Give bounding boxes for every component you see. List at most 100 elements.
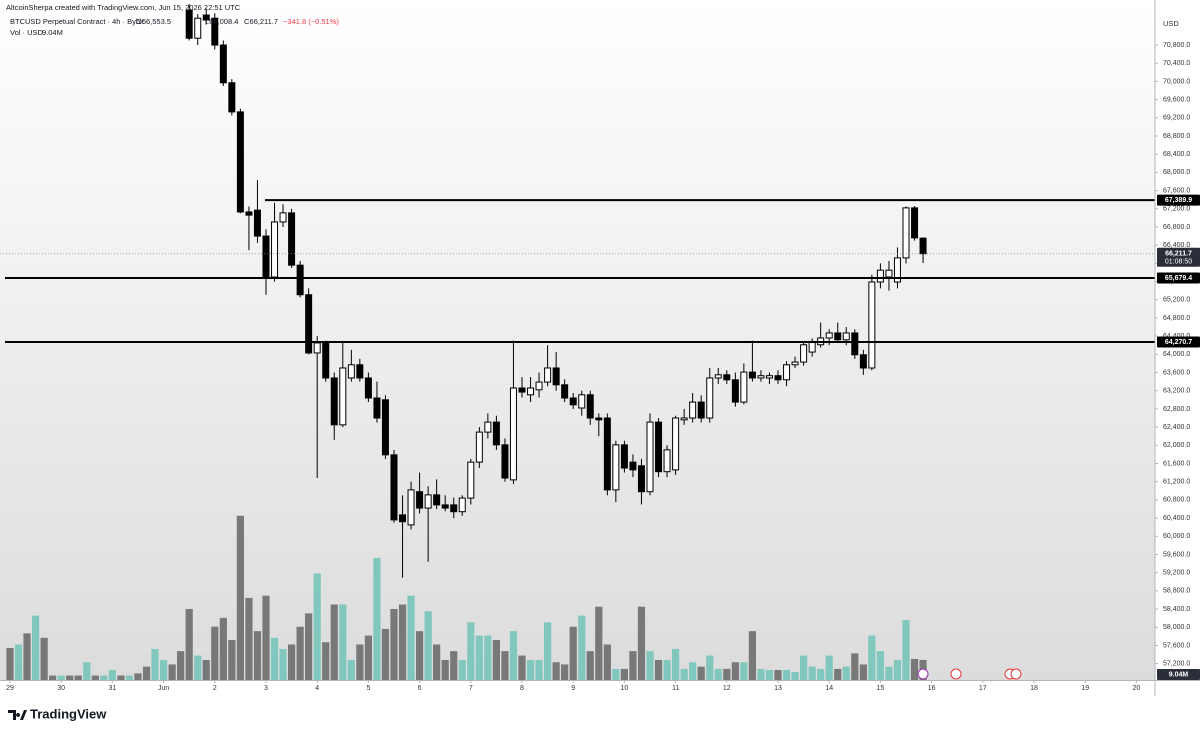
- volume-bar: [492, 640, 500, 680]
- y-tick-label: 68,400.0: [1163, 151, 1190, 158]
- candle-body: [185, 9, 193, 39]
- candle-body: [569, 397, 577, 406]
- last-price-box: [1157, 247, 1200, 267]
- y-tick-label: 58,800.0: [1163, 588, 1190, 595]
- y-tick-label: 60,800.0: [1163, 497, 1190, 504]
- candle-body: [322, 342, 330, 379]
- candle-body: [825, 332, 833, 339]
- volume-bar: [475, 635, 483, 680]
- candle-body: [646, 421, 654, 493]
- candle-body: [902, 207, 910, 259]
- volume-bar: [689, 662, 697, 680]
- volume-bar: [654, 660, 663, 680]
- candle-body: [603, 417, 611, 491]
- x-tick-label: 29: [6, 685, 14, 692]
- candle-body: [629, 461, 637, 471]
- volume-bar: [834, 668, 842, 680]
- volume-bar: [672, 648, 680, 680]
- candle-body: [552, 367, 560, 386]
- volume-bar: [270, 637, 279, 680]
- volume-bar: [595, 606, 603, 680]
- x-tick-label: 20: [1133, 685, 1141, 692]
- candle-body: [509, 387, 517, 481]
- brand: TradingView: [8, 706, 107, 721]
- y-tick-label: 62,800.0: [1163, 406, 1190, 413]
- ohlc-change: −341.8 (−0.51%): [283, 17, 339, 26]
- candle-body: [407, 489, 415, 526]
- volume-bar: [168, 664, 176, 680]
- y-tick-label: 64,800.0: [1163, 315, 1190, 322]
- candle-body: [723, 374, 731, 381]
- candle-body: [416, 491, 424, 509]
- x-tick-label: 11: [672, 685, 679, 692]
- volume-bar: [287, 644, 296, 680]
- volume-bar: [723, 668, 731, 680]
- candle-body: [783, 364, 791, 381]
- volume-bar: [501, 651, 509, 680]
- event-icon: [950, 668, 962, 680]
- volume-bar: [535, 660, 543, 680]
- overlay-layer: 57,200.0 57,600.0 58,000.0 58,400.0 58,800.0…: [0, 42, 1200, 692]
- volume-bar: [373, 557, 381, 680]
- volume-bar: [808, 666, 816, 680]
- candle-body: [228, 82, 236, 113]
- volume-layer: [6, 515, 927, 680]
- y-tick-label: 63,600.0: [1163, 369, 1190, 376]
- volume-bar: [620, 668, 629, 680]
- x-tick-label: 8: [520, 685, 524, 692]
- volume-bar: [236, 515, 244, 680]
- candle-body: [834, 332, 842, 341]
- volume-bar: [296, 626, 304, 680]
- candle-body: [620, 444, 628, 469]
- symbol: BTCUSD Perpetual Contract · 4h · Bybit: [10, 17, 145, 26]
- volume-bar: [680, 668, 688, 680]
- x-tick-label: 9: [571, 685, 575, 692]
- candle-body: [399, 514, 407, 523]
- volume-bar: [339, 604, 347, 680]
- candle-body: [740, 371, 748, 403]
- volume-bar: [49, 675, 57, 680]
- y-tick-label: 62,400.0: [1163, 424, 1190, 431]
- volume-bar: [83, 662, 91, 680]
- x-tick-label: 12: [723, 685, 731, 692]
- candle-body: [672, 417, 680, 471]
- y-tick-label: 69,600.0: [1163, 96, 1190, 103]
- volume-bar: [800, 655, 808, 680]
- volume-bar: [526, 660, 535, 680]
- candle-body: [339, 367, 347, 426]
- volume-bar: [646, 651, 654, 680]
- candle-body: [390, 454, 398, 521]
- candle-body: [330, 377, 338, 426]
- footer-background: [0, 696, 1200, 731]
- volume-label-box: [1157, 669, 1200, 680]
- volume-bar: [663, 660, 671, 680]
- volume-bar: [177, 651, 185, 680]
- legend: BTCUSD Perpetual Contract · 4h · Bybit O…: [10, 17, 339, 37]
- volume-bar: [757, 668, 765, 680]
- volume-bar: [706, 655, 714, 680]
- candle-body: [381, 399, 389, 456]
- volume-bar: [381, 628, 390, 680]
- candle-body: [527, 387, 535, 396]
- ohlc-close: C66,211.7: [244, 17, 278, 26]
- volume-bar: [253, 631, 262, 680]
- brand-name: TradingView: [30, 706, 107, 721]
- volume-bar: [6, 648, 14, 680]
- event-icon: [1010, 668, 1022, 680]
- volume-bar: [347, 660, 355, 680]
- volume-bar: [458, 660, 466, 680]
- x-tick-label: 5: [366, 685, 370, 692]
- candle-body: [202, 14, 210, 21]
- volume-bar: [876, 651, 885, 680]
- volume-bar: [569, 626, 577, 680]
- brand-logo: [8, 710, 27, 720]
- volume-bar: [134, 673, 142, 680]
- candle-layer: [185, 4, 927, 578]
- candle-body: [245, 211, 253, 216]
- volume-bar: [543, 622, 552, 680]
- volume-bar: [305, 613, 313, 680]
- candle-body: [774, 375, 782, 381]
- x-tick-label: 31: [108, 685, 116, 692]
- volume-bar: [407, 595, 415, 680]
- y-tick-label: 65,200.0: [1163, 297, 1190, 304]
